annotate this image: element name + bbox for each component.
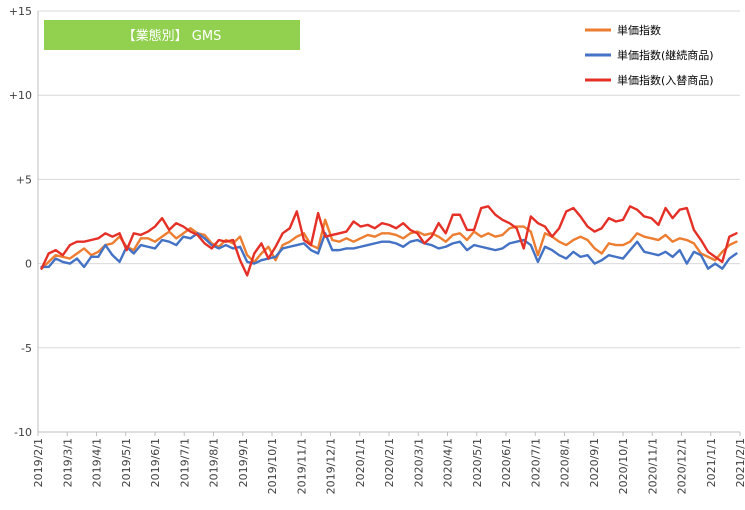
chart-title-badge: 【業態別】 GMS [44, 20, 300, 50]
y-tick-label: -10 [14, 426, 32, 439]
series-lines [40, 205, 738, 277]
x-tick-label: 2019/7/1 [178, 438, 191, 487]
y-tick-label: 0 [25, 258, 32, 271]
x-tick-label: 2019/11/1 [295, 438, 308, 494]
x-tick-label: 2019/10/1 [266, 438, 279, 494]
y-tick-label: +15 [9, 5, 32, 18]
x-tick-label: 2020/6/1 [500, 438, 513, 487]
x-tick-label: 2020/8/1 [559, 438, 572, 487]
x-tick-label: 2019/6/1 [149, 438, 162, 487]
x-tick-label: 2021/1/1 [705, 438, 718, 487]
series-line-2 [40, 232, 738, 270]
x-tick-label: 2019/5/1 [120, 438, 133, 487]
x-tick-label: 2020/9/1 [588, 438, 601, 487]
x-tick-label: 2019/3/1 [61, 438, 74, 487]
x-tick-label: 2020/5/1 [471, 438, 484, 487]
x-tick-label: 2020/12/1 [676, 438, 689, 494]
x-tick-label: 2020/3/1 [412, 438, 425, 487]
title-badge-background [44, 20, 300, 50]
series-line-1 [40, 218, 738, 270]
legend-label: 単価指数(入替商品) [617, 73, 714, 87]
x-tick-label: 2020/10/1 [617, 438, 630, 494]
x-tick-label: 2020/2/1 [383, 438, 396, 487]
y-tick-label: +5 [16, 173, 32, 186]
x-tick-label: 2019/2/1 [32, 438, 45, 487]
x-tick-label: 2019/8/1 [208, 438, 221, 487]
y-axis-tick-labels: -10 -5 0 +5 +10 +15 [9, 5, 32, 439]
series-line-3 [40, 205, 738, 277]
x-tick-label: 2019/4/1 [91, 438, 104, 487]
x-axis-tick-labels: 2019/2/1 2019/3/1 2019/4/1 2019/5/1 2019/6/1… [32, 432, 745, 494]
chart-title: 【業態別】 GMS [123, 28, 222, 44]
y-tick-label: -5 [21, 342, 32, 355]
legend-label: 単価指数(継続商品) [617, 48, 714, 62]
x-tick-label: 2021/2/1 [734, 438, 745, 487]
x-tick-label: 2020/11/1 [646, 438, 659, 494]
x-tick-label: 2020/7/1 [529, 438, 542, 487]
x-tick-label: 2019/12/1 [325, 438, 338, 494]
y-tick-label: +10 [9, 89, 32, 102]
x-tick-label: 2020/1/1 [354, 438, 367, 487]
x-tick-label: 2020/4/1 [442, 438, 455, 487]
legend-label: 単価指数 [617, 23, 661, 37]
x-tick-label: 2019/9/1 [237, 438, 250, 487]
